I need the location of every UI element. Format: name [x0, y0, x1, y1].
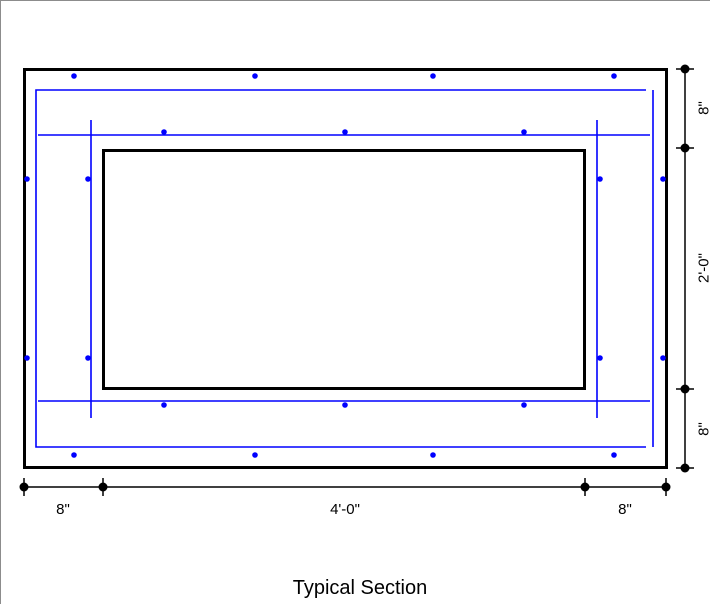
dim-label-top-slab: 8": [696, 101, 710, 115]
dim-label-span: 4'-0": [330, 501, 360, 518]
horizontal-dimension: [23, 478, 667, 496]
dim-node: [680, 384, 690, 394]
rebar-dot: [430, 73, 436, 79]
vertical-dimension: [676, 68, 694, 469]
horizontal-dimension-nodes: [19, 482, 671, 492]
rebar-dot: [342, 402, 348, 408]
rebar-dot: [611, 73, 617, 79]
rebar-dot: [342, 129, 348, 135]
rebar-dot: [71, 452, 77, 458]
rebar-dot: [660, 355, 666, 361]
outer-rebar-loop-open: [35, 89, 646, 448]
rebar-dot: [521, 129, 527, 135]
rebar-dot: [660, 176, 666, 182]
dim-node: [680, 463, 690, 473]
rebar-dot: [161, 402, 167, 408]
rebar-dot: [597, 176, 603, 182]
dim-node: [19, 482, 29, 492]
dim-node: [98, 482, 108, 492]
dim-node: [680, 143, 690, 153]
rebar-lines: [35, 89, 654, 448]
rebar-dot: [85, 355, 91, 361]
outer-concrete-outline: [23, 68, 668, 469]
rebar-dot: [85, 176, 91, 182]
dim-label-rise: 2'-0": [696, 253, 710, 283]
rebar-dot: [71, 73, 77, 79]
inner-opening-outline: [102, 149, 586, 390]
rebar-dot: [161, 129, 167, 135]
dim-node: [580, 482, 590, 492]
dim-node: [680, 64, 690, 74]
dim-label-left-wall: 8": [56, 501, 70, 518]
vertical-dimension-nodes: [680, 64, 690, 473]
rebar-dot: [521, 402, 527, 408]
rebar-dot: [24, 176, 30, 182]
dim-node: [661, 482, 671, 492]
rebar-dot: [252, 452, 258, 458]
dim-label-right-wall: 8": [618, 501, 632, 518]
rebar-dot: [611, 452, 617, 458]
rebar-dot: [252, 73, 258, 79]
rebar-dots: [24, 73, 666, 458]
rebar-dot: [597, 355, 603, 361]
dim-label-bottom-slab: 8": [696, 422, 710, 436]
rebar-dot: [24, 355, 30, 361]
drawing-caption: Typical Section: [293, 577, 428, 599]
rebar-dot: [430, 452, 436, 458]
